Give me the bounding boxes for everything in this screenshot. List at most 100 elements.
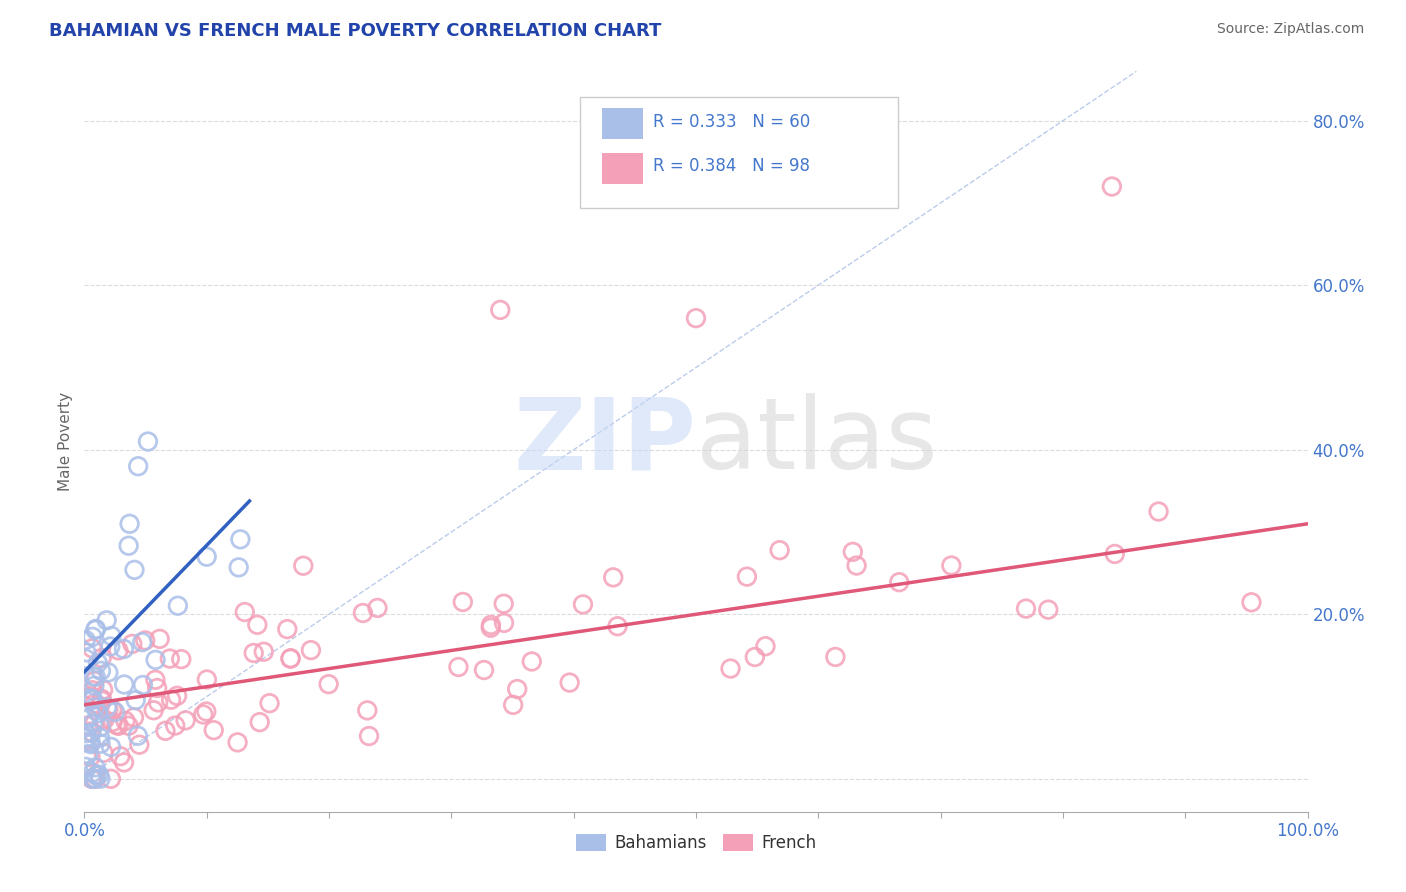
Point: [80, 726, 103, 740]
Point: [82, 765, 104, 780]
Point: [82, 669, 104, 683]
Point: [90, 694, 112, 708]
Point: [447, 660, 470, 674]
Point: [356, 703, 378, 717]
Point: [280, 651, 302, 665]
Point: [80, 736, 103, 750]
Point: [107, 719, 129, 733]
Point: [479, 618, 502, 632]
Point: [228, 560, 250, 574]
Point: [1240, 595, 1263, 609]
FancyBboxPatch shape: [579, 97, 898, 209]
Point: [90, 691, 112, 706]
Point: [122, 710, 145, 724]
Text: atlas: atlas: [696, 393, 938, 490]
Point: [149, 632, 172, 646]
Point: [253, 645, 276, 659]
Point: [98, 640, 121, 654]
Point: [754, 639, 776, 653]
Point: [104, 705, 127, 719]
Legend: Bahamians, French: Bahamians, French: [569, 828, 823, 859]
Point: [100, 629, 122, 643]
Text: R = 0.384   N = 98: R = 0.384 N = 98: [654, 157, 810, 175]
Point: [82, 641, 104, 656]
Point: [87, 767, 110, 781]
Point: [75, 760, 97, 774]
Point: [472, 663, 495, 677]
Point: [80, 691, 103, 706]
Point: [114, 714, 136, 728]
Point: [159, 651, 181, 665]
Point: [89, 772, 111, 786]
Point: [89, 699, 111, 714]
Point: [572, 598, 595, 612]
Point: [90, 651, 112, 665]
Point: [259, 696, 281, 710]
Point: [202, 723, 225, 738]
Point: [76, 718, 98, 732]
Point: [84, 700, 107, 714]
Point: [75, 632, 97, 647]
Point: [246, 617, 269, 632]
Point: [146, 695, 169, 709]
FancyBboxPatch shape: [602, 109, 644, 139]
Point: [84, 670, 107, 684]
Point: [1101, 179, 1123, 194]
FancyBboxPatch shape: [602, 153, 644, 184]
Point: [195, 673, 218, 687]
Point: [845, 558, 868, 573]
Point: [506, 681, 529, 696]
Point: [195, 705, 218, 719]
Point: [492, 615, 515, 630]
Point: [76, 731, 98, 746]
Point: [82, 692, 104, 706]
Point: [91, 682, 114, 697]
Point: [166, 689, 188, 703]
Point: [112, 677, 135, 691]
Point: [93, 746, 115, 760]
Point: [292, 558, 315, 573]
Point: [101, 703, 124, 717]
Point: [1147, 504, 1170, 518]
Point: [112, 642, 135, 657]
Point: [127, 459, 149, 474]
Point: [824, 649, 846, 664]
Point: [558, 675, 581, 690]
Point: [941, 558, 963, 573]
Point: [79, 737, 101, 751]
Point: [79, 691, 101, 706]
Point: [489, 302, 512, 317]
Text: ZIP: ZIP: [513, 393, 696, 490]
Point: [233, 605, 256, 619]
Point: [110, 749, 132, 764]
Point: [75, 726, 97, 740]
Point: [606, 619, 628, 633]
Point: [83, 673, 105, 688]
Point: [165, 718, 187, 732]
Point: [280, 651, 302, 665]
Point: [1015, 601, 1038, 615]
Point: [84, 760, 107, 774]
Point: [132, 678, 155, 692]
Point: [83, 679, 105, 693]
Point: [75, 652, 97, 666]
Point: [842, 545, 865, 559]
Point: [80, 690, 103, 704]
Point: [90, 720, 112, 734]
Point: [79, 724, 101, 739]
Point: [127, 729, 149, 743]
Point: [167, 599, 190, 613]
Point: [84, 772, 107, 786]
Point: [1104, 547, 1126, 561]
Point: [352, 606, 374, 620]
Point: [720, 661, 742, 675]
Point: [107, 643, 129, 657]
Point: [83, 772, 105, 786]
Y-axis label: Male Poverty: Male Poverty: [58, 392, 73, 491]
Point: [136, 434, 159, 449]
Point: [101, 714, 124, 729]
Point: [97, 702, 120, 716]
Point: [117, 719, 139, 733]
Point: [146, 681, 169, 695]
Point: [83, 716, 105, 731]
